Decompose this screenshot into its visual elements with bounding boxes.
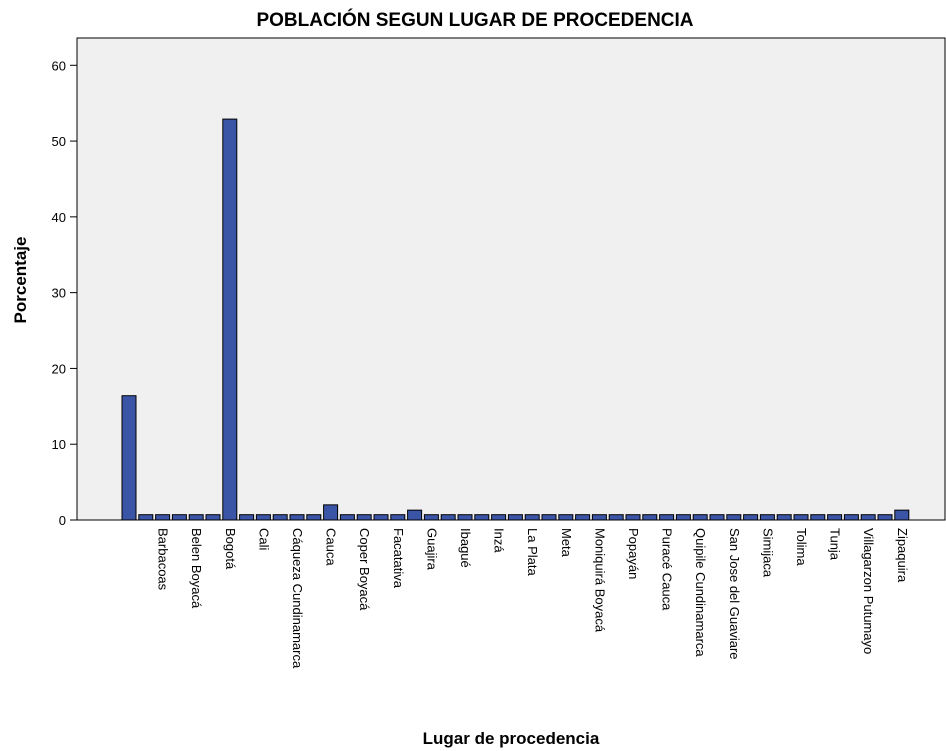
- bar: [608, 514, 624, 521]
- bar: [659, 514, 675, 521]
- x-tick-label: Quipile Cundinamarca: [693, 528, 708, 657]
- bar: [894, 509, 910, 521]
- bar: [524, 514, 540, 521]
- bar: [726, 514, 742, 521]
- bar: [743, 514, 759, 521]
- x-tick-label: Villagarzon Putumayo: [861, 528, 876, 654]
- bar: [272, 514, 288, 521]
- bar: [121, 395, 137, 521]
- bar: [541, 514, 557, 521]
- bar: [423, 514, 439, 521]
- bar: [709, 514, 725, 521]
- bar: [491, 514, 507, 521]
- bar: [222, 118, 238, 521]
- y-axis-title: Porcentaje: [11, 237, 30, 324]
- x-tick-label: Tunja: [828, 528, 843, 561]
- bar: [356, 514, 372, 521]
- bar: [289, 514, 305, 521]
- x-tick-label: Simijaca: [760, 528, 775, 578]
- bar: [843, 514, 859, 521]
- bar: [575, 514, 591, 521]
- bar: [474, 514, 490, 521]
- bar: [239, 514, 255, 521]
- bar: [373, 514, 389, 521]
- bar: [255, 514, 271, 521]
- x-tick-label: Cali: [256, 528, 271, 551]
- bar: [877, 514, 893, 521]
- chart-title: POBLACIÓN SEGUN LUGAR DE PROCEDENCIA: [256, 9, 693, 31]
- x-tick-label: Popayán: [626, 528, 641, 579]
- bar: [323, 504, 339, 521]
- x-axis-title: Lugar de procedencia: [423, 729, 600, 748]
- bar: [339, 514, 355, 521]
- x-tick-label: Belen Boyacá: [189, 528, 204, 609]
- bar: [138, 514, 154, 521]
- x-tick-label: Meta: [559, 528, 574, 558]
- x-tick-label: Barbacoas: [156, 528, 171, 591]
- x-tick-label: Bogotá: [223, 528, 238, 570]
- y-tick-label: 40: [52, 210, 66, 225]
- x-tick-label: Coper Boyacá: [357, 528, 372, 611]
- x-tick-label: Tolima: [794, 528, 809, 566]
- bar: [642, 514, 658, 521]
- bar: [776, 514, 792, 521]
- y-tick-label: 50: [52, 134, 66, 149]
- x-tick-label: Zipaquira: [895, 528, 910, 583]
- x-tick-label: Guajira: [424, 528, 439, 571]
- bar: [205, 514, 221, 521]
- bar: [591, 514, 607, 521]
- x-tick-label: Ibagué: [458, 528, 473, 568]
- bar: [860, 514, 876, 521]
- x-tick-label: Cauca: [324, 528, 339, 566]
- plot-area: [76, 37, 946, 521]
- y-tick-label: 10: [52, 437, 66, 452]
- y-tick-label: 0: [59, 513, 66, 528]
- x-tick-label: Puracé Cauca: [660, 528, 675, 611]
- bar: [306, 514, 322, 521]
- bar: [793, 514, 809, 521]
- bar: [188, 514, 204, 521]
- bar: [558, 514, 574, 521]
- bar: [390, 514, 406, 521]
- x-tick-label: Cáqueza Cundinamarca: [290, 528, 305, 669]
- x-tick-label: Moniquirá Boyacá: [592, 528, 607, 633]
- x-tick-label: San Jose del Guaviare: [727, 528, 742, 660]
- bar: [692, 514, 708, 521]
- bar: [507, 514, 523, 521]
- bar: [675, 514, 691, 521]
- bar: [810, 514, 826, 521]
- bar: [171, 514, 187, 521]
- x-tick-label: Inzá: [492, 528, 507, 553]
- y-tick-label: 60: [52, 58, 66, 73]
- y-tick-label: 20: [52, 361, 66, 376]
- x-tick-label: Facatativa: [391, 528, 406, 589]
- bar: [440, 514, 456, 521]
- bar: [407, 509, 423, 521]
- bar: [759, 514, 775, 521]
- bar: [155, 514, 171, 521]
- y-tick-label: 30: [52, 286, 66, 301]
- bar: [625, 514, 641, 521]
- x-tick-label: La Plata: [525, 528, 540, 576]
- bar: [827, 514, 843, 521]
- bar: [457, 514, 473, 521]
